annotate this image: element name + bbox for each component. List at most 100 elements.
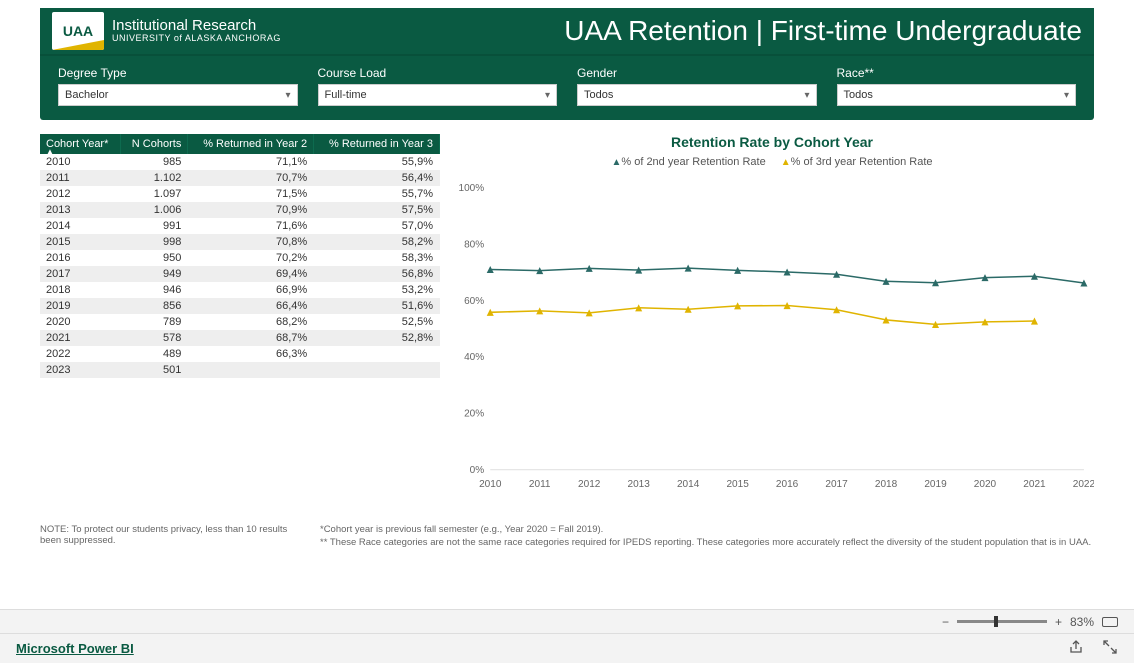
svg-text:100%: 100%	[459, 183, 485, 194]
table-row[interactable]: 20121.09771,5%55,7%	[40, 186, 440, 202]
svg-text:2017: 2017	[825, 479, 848, 490]
table-cell: 71,1%	[188, 154, 314, 170]
zoom-percent: 83%	[1070, 615, 1094, 629]
privacy-note: NOTE: To protect our students privacy, l…	[40, 524, 290, 546]
filter-course-load: Course Load Full-time ▾	[318, 66, 558, 106]
table-cell: 55,7%	[314, 186, 440, 202]
fullscreen-icon[interactable]	[1102, 639, 1118, 659]
column-header[interactable]: N Cohorts	[121, 134, 188, 154]
content-row: Cohort Year*▲N Cohorts% Returned in Year…	[40, 134, 1094, 504]
svg-text:2011: 2011	[529, 479, 551, 490]
column-header[interactable]: % Returned in Year 3	[314, 134, 440, 154]
table-cell: 68,2%	[188, 314, 314, 330]
table-cell: 58,2%	[314, 234, 440, 250]
table-cell: 52,8%	[314, 330, 440, 346]
table-cell: 2013	[40, 202, 121, 218]
select-value: Todos	[584, 89, 613, 101]
table-cell: 69,4%	[188, 266, 314, 282]
table-cell	[188, 362, 314, 378]
table-row[interactable]: 202157868,7%52,8%	[40, 330, 440, 346]
filters-bar: Degree Type Bachelor ▾ Course Load Full-…	[40, 56, 1094, 120]
table-row[interactable]: 201695070,2%58,3%	[40, 250, 440, 266]
filter-degree-type: Degree Type Bachelor ▾	[58, 66, 298, 106]
table-row[interactable]: 201894666,9%53,2%	[40, 282, 440, 298]
table-cell: 57,5%	[314, 202, 440, 218]
gender-select[interactable]: Todos ▾	[577, 84, 817, 106]
triangle-marker-icon: ▲	[611, 157, 621, 168]
org-subname: UNIVERSITY of ALASKA ANCHORAG	[112, 34, 281, 44]
race-select[interactable]: Todos ▾	[837, 84, 1077, 106]
svg-text:60%: 60%	[464, 296, 484, 307]
share-icon[interactable]	[1068, 639, 1084, 659]
powerbi-link[interactable]: Microsoft Power BI	[16, 641, 134, 656]
table-cell: 2022	[40, 346, 121, 362]
dashboard-page: UAA Institutional Research UNIVERSITY of…	[0, 8, 1134, 608]
table-cell: 68,7%	[188, 330, 314, 346]
filter-label: Degree Type	[58, 66, 298, 80]
fit-to-page-icon[interactable]	[1102, 617, 1118, 627]
filter-label: Course Load	[318, 66, 558, 80]
select-value: Todos	[844, 89, 873, 101]
logo: UAA Institutional Research UNIVERSITY of…	[52, 12, 281, 50]
table-cell: 2017	[40, 266, 121, 282]
svg-text:2015: 2015	[726, 479, 749, 490]
zoom-slider-handle[interactable]	[994, 616, 998, 627]
svg-text:2012: 2012	[578, 479, 601, 490]
table-row[interactable]: 201794969,4%56,8%	[40, 266, 440, 282]
table-cell: 58,3%	[314, 250, 440, 266]
svg-text:0%: 0%	[470, 465, 485, 476]
zoom-slider[interactable]	[957, 620, 1047, 623]
chevron-down-icon: ▾	[545, 90, 550, 101]
table-row[interactable]: 2023501	[40, 362, 440, 378]
table-cell: 66,9%	[188, 282, 314, 298]
table-row[interactable]: 20111.10270,7%56,4%	[40, 170, 440, 186]
table-cell: 51,6%	[314, 298, 440, 314]
table-row[interactable]: 202078968,2%52,5%	[40, 314, 440, 330]
logo-badge: UAA	[52, 12, 104, 50]
filter-gender: Gender Todos ▾	[577, 66, 817, 106]
table-cell: 578	[121, 330, 188, 346]
table-cell: 71,5%	[188, 186, 314, 202]
footnotes: NOTE: To protect our students privacy, l…	[40, 524, 1094, 550]
table-cell: 56,4%	[314, 170, 440, 186]
select-value: Full-time	[325, 89, 367, 101]
table-cell: 57,0%	[314, 218, 440, 234]
svg-text:2019: 2019	[924, 479, 947, 490]
table-cell: 52,5%	[314, 314, 440, 330]
retention-chart: Retention Rate by Cohort Year ▲% of 2nd …	[450, 134, 1094, 504]
table-row[interactable]: 202248966,3%	[40, 346, 440, 362]
zoom-out-button[interactable]: −	[942, 615, 949, 629]
column-header[interactable]: Cohort Year*▲	[40, 134, 121, 154]
table-row[interactable]: 201499171,6%57,0%	[40, 218, 440, 234]
degree-type-select[interactable]: Bachelor ▾	[58, 84, 298, 106]
table-cell: 2011	[40, 170, 121, 186]
table-cell: 2023	[40, 362, 121, 378]
table-cell: 56,8%	[314, 266, 440, 282]
course-load-select[interactable]: Full-time ▾	[318, 84, 558, 106]
table-cell: 70,2%	[188, 250, 314, 266]
table-cell: 2021	[40, 330, 121, 346]
table-row[interactable]: 201098571,1%55,9%	[40, 154, 440, 170]
table-cell: 2014	[40, 218, 121, 234]
chevron-down-icon: ▾	[285, 90, 290, 101]
table-cell: 489	[121, 346, 188, 362]
svg-text:2010: 2010	[479, 479, 502, 490]
svg-text:2013: 2013	[627, 479, 650, 490]
org-name: Institutional Research	[112, 18, 281, 35]
line-chart[interactable]: 0%20%40%60%80%100%2010201120122013201420…	[450, 174, 1094, 504]
table-row[interactable]: 20131.00670,9%57,5%	[40, 202, 440, 218]
svg-text:80%: 80%	[464, 239, 484, 250]
table-cell: 66,3%	[188, 346, 314, 362]
svg-text:2021: 2021	[1023, 479, 1046, 490]
svg-text:2020: 2020	[974, 479, 997, 490]
page-title: UAA Retention | First-time Undergraduate	[564, 15, 1082, 47]
column-header[interactable]: % Returned in Year 2	[188, 134, 314, 154]
table-row[interactable]: 201985666,4%51,6%	[40, 298, 440, 314]
table-cell: 501	[121, 362, 188, 378]
table-cell	[314, 362, 440, 378]
table-cell: 1.097	[121, 186, 188, 202]
table-cell: 53,2%	[314, 282, 440, 298]
filter-race: Race** Todos ▾	[837, 66, 1077, 106]
table-row[interactable]: 201599870,8%58,2%	[40, 234, 440, 250]
zoom-in-button[interactable]: +	[1055, 615, 1062, 629]
